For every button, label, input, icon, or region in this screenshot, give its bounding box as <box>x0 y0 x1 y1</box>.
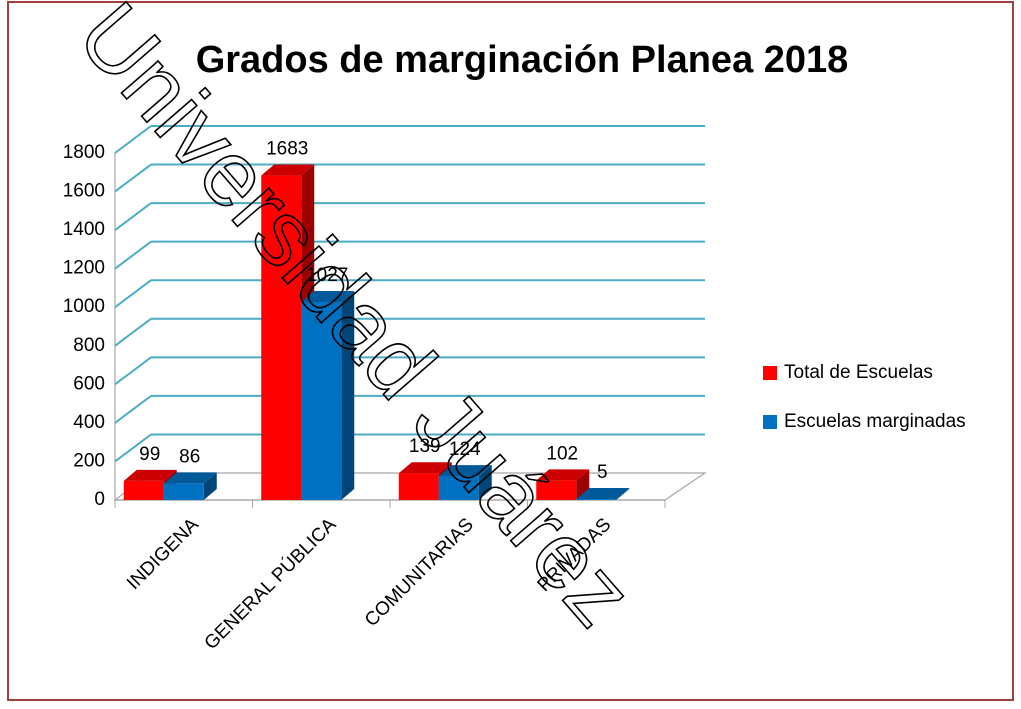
grid-line <box>114 317 152 347</box>
bar-top <box>398 462 452 474</box>
grid-line <box>114 356 152 386</box>
y-tick-label: 1400 <box>63 219 105 240</box>
bar-top <box>261 164 315 176</box>
data-label: 124 <box>449 439 481 460</box>
bar-side <box>576 469 590 500</box>
bar-top <box>123 469 177 481</box>
data-label: 5 <box>597 462 608 483</box>
frame <box>7 1 1014 701</box>
legend-swatch <box>763 415 777 429</box>
bar-top <box>163 472 217 484</box>
grid-line <box>114 240 152 270</box>
y-tick-label: 1200 <box>63 258 105 279</box>
data-label: 102 <box>546 443 578 464</box>
legend-label: Total de Escuelas <box>784 362 933 383</box>
bar-side <box>616 488 630 500</box>
bar <box>536 480 577 500</box>
bar-top <box>536 469 590 481</box>
bar-top <box>301 291 355 303</box>
data-label: 139 <box>409 436 441 457</box>
legend-swatch <box>763 366 777 380</box>
legend-label: Escuelas marginadas <box>784 411 966 432</box>
y-tick-label: 0 <box>94 489 105 510</box>
bar <box>123 480 164 500</box>
bar-top <box>438 465 492 477</box>
bar <box>576 499 617 500</box>
bar <box>261 175 302 500</box>
bar-side <box>478 465 492 500</box>
y-tick-label: 1600 <box>63 181 105 202</box>
y-tick-label: 600 <box>73 373 105 394</box>
y-tick-label: 200 <box>73 450 105 471</box>
grid-line <box>114 125 152 154</box>
bar-side <box>341 291 355 500</box>
y-tick-label: 400 <box>73 412 105 433</box>
bar-side <box>203 472 217 500</box>
data-label: 86 <box>179 446 200 467</box>
data-label: 99 <box>139 444 160 465</box>
data-label: 1027 <box>306 265 348 286</box>
grid-line <box>114 163 152 193</box>
bar <box>438 476 479 500</box>
chart-title: Grados de marginación Planea 2018 <box>196 39 849 81</box>
bar-top <box>576 488 630 500</box>
bar <box>398 473 439 500</box>
bar <box>163 483 204 500</box>
y-tick-label: 1800 <box>63 142 105 163</box>
grid-line <box>114 395 152 424</box>
grid-line <box>114 202 152 231</box>
bar <box>301 302 342 500</box>
data-label: 1683 <box>266 139 308 160</box>
grid-line <box>114 279 152 309</box>
grid-line <box>114 433 152 463</box>
y-tick-label: 1000 <box>63 296 105 317</box>
y-tick-label: 800 <box>73 335 105 356</box>
